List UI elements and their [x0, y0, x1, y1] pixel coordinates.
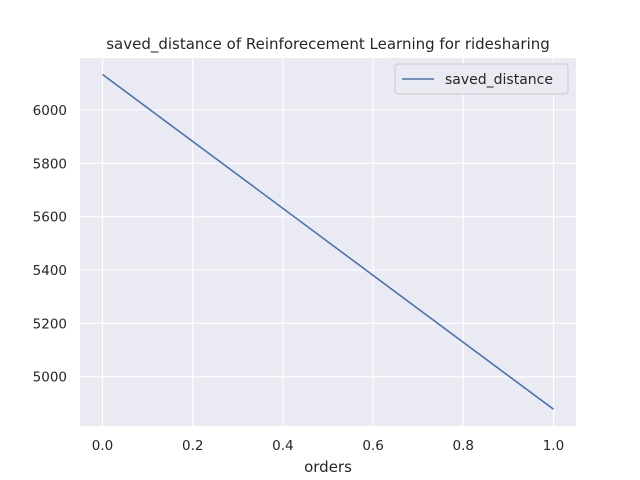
- y-tick-label: 5000: [33, 370, 67, 386]
- x-tick-labels: 0.0 0.2 0.4 0.6 0.8 1.0: [92, 438, 564, 454]
- y-tick-label: 5600: [33, 210, 67, 226]
- y-tick-label: 5200: [33, 316, 67, 332]
- x-tick-label: 0.8: [453, 438, 474, 454]
- series-lines: [102, 73, 554, 410]
- chart-title: saved_distance of Reinforecement Learnin…: [106, 35, 550, 54]
- x-tick-label: 0.2: [182, 438, 203, 454]
- x-tick-label: 0.6: [362, 438, 383, 454]
- x-axis-label: orders: [304, 458, 352, 476]
- grid-lines: [80, 58, 576, 426]
- x-tick-label: 0.4: [272, 438, 293, 454]
- x-tick-label: 0.0: [92, 438, 113, 454]
- legend-box: [394, 63, 569, 95]
- y-tick-label: 5400: [33, 263, 67, 279]
- x-tick-label: 1.0: [543, 438, 564, 454]
- legend-label: saved_distance: [445, 72, 553, 88]
- legend: saved_distance: [394, 63, 569, 95]
- series-line-saved-distance: [102, 73, 554, 410]
- y-tick-label: 5800: [33, 156, 67, 172]
- y-tick-label: 6000: [33, 103, 67, 119]
- y-tick-labels: 5000 5200 5400 5600 5800 6000: [33, 103, 67, 386]
